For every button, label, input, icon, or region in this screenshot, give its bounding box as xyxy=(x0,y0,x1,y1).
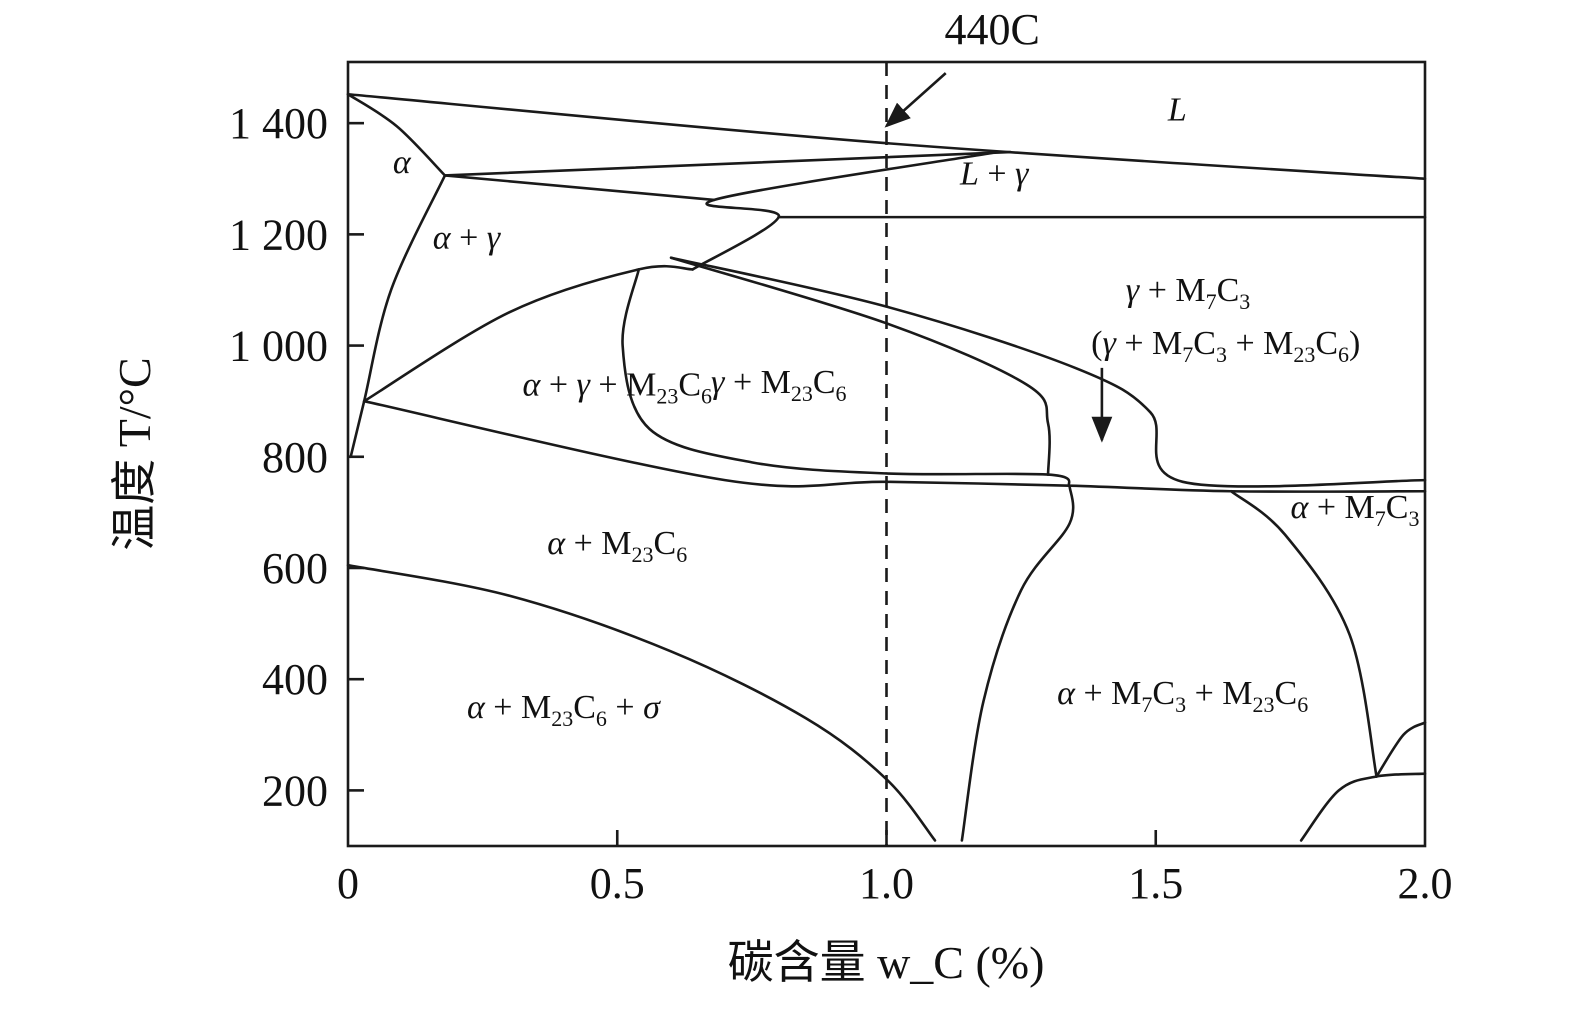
boundary-gamma-M23C6-upper xyxy=(362,264,694,403)
boundary-L-gamma-upper xyxy=(443,150,1012,177)
region-gamma-M7C3: γ + M7C3 xyxy=(1126,272,1251,314)
boundary-alpha-gamma-top xyxy=(443,174,716,202)
annotation-arrows xyxy=(884,72,1113,443)
y-tick-label: 200 xyxy=(262,766,328,815)
x-axis-ticks: 0 0.5 1.0 1.5 2.0 xyxy=(337,830,1453,908)
y-tick-label: 1 400 xyxy=(229,99,328,148)
y-tick-label: 800 xyxy=(262,433,328,482)
x-tick-label: 0 xyxy=(337,859,359,908)
marker-arrow xyxy=(884,72,947,128)
y-tick-label: 1 000 xyxy=(229,322,328,371)
region-gamma-M23C6: γ + M23C6 xyxy=(711,364,847,406)
region-alpha-gamma: α + γ xyxy=(433,219,502,256)
boundary-alpha-M7C3-boundary xyxy=(1229,489,1378,778)
x-tick-label: 1.0 xyxy=(859,859,914,908)
x-tick-label: 0.5 xyxy=(590,859,645,908)
440c-marker: 440C xyxy=(885,5,1040,846)
phase-region-labels: L L + γ α α + γ γ + M7C3 (γ + M7C3 + M23C6) α … xyxy=(393,91,1420,731)
boundary-M7C3-M23C6-left xyxy=(960,484,1075,842)
x-axis-title: 碳含量 w_C (%) xyxy=(728,937,1045,988)
region-L: L xyxy=(1167,91,1187,128)
boundary-alpha-left xyxy=(349,174,447,459)
boundary-M7C3-right-boundary xyxy=(669,256,1427,488)
y-axis-title: 温度 T/°C xyxy=(109,357,160,550)
region-alpha-M7C3-M23C6: α + M7C3 + M23C6 xyxy=(1057,675,1308,717)
boundary-gamma-M23C6-solvus xyxy=(621,268,1071,487)
region-gamma-M7C3-M23C6: (γ + M7C3 + M23C6) xyxy=(1091,325,1360,367)
region-alpha-M23C6: α + M23C6 xyxy=(547,525,687,567)
x-tick-label: 2.0 xyxy=(1398,859,1453,908)
boundary-alpha-delta xyxy=(346,92,447,177)
region-L-gamma: L + γ xyxy=(959,155,1030,192)
y-tick-label: 1 200 xyxy=(229,210,328,259)
region-alpha: α xyxy=(393,144,412,181)
boundary-M7C3-left-boundary xyxy=(669,256,1051,476)
boundary-low-right-lower xyxy=(1299,772,1427,842)
y-tick-label: 600 xyxy=(262,544,328,593)
boundary-gamma-solvus xyxy=(691,151,996,271)
marker-label: 440C xyxy=(945,5,1040,54)
region-alpha-M23C6-sigma: α + M23C6 + σ xyxy=(467,689,661,731)
x-tick-label: 1.5 xyxy=(1128,859,1183,908)
region-alpha-gamma-M23C6: α + γ + M23C6 xyxy=(522,367,712,409)
y-axis-ticks: 200 400 600 800 1 000 1 200 1 400 xyxy=(229,99,364,815)
region-alpha-M7C3: α + M7C3 xyxy=(1291,489,1420,531)
y-tick-label: 400 xyxy=(262,655,328,704)
boundary-eutectoid-line xyxy=(362,399,1427,493)
boundary-low-right-upper xyxy=(1375,721,1427,778)
